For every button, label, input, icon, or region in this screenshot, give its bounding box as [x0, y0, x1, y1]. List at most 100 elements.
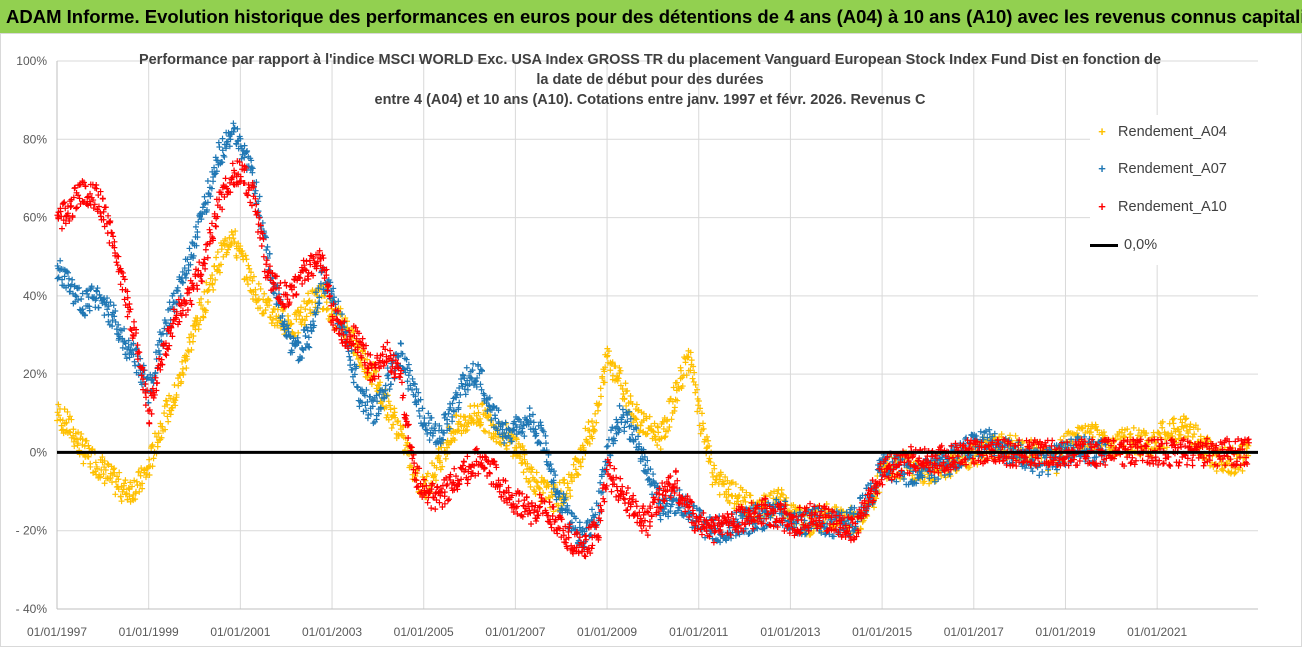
- data-point: [586, 440, 593, 447]
- data-point: [438, 444, 445, 451]
- data-point: [493, 438, 500, 445]
- data-point: [136, 488, 143, 495]
- data-point: [600, 495, 607, 502]
- data-point: [353, 363, 360, 370]
- data-point: [739, 486, 746, 493]
- data-point: [269, 316, 276, 323]
- data-point: [678, 367, 685, 374]
- data-point: [191, 322, 198, 329]
- data-point: [717, 471, 724, 478]
- data-point: [624, 484, 631, 491]
- data-point: [310, 318, 317, 325]
- data-point: [174, 321, 181, 328]
- data-point: [437, 466, 444, 473]
- data-point: [180, 371, 187, 378]
- data-point: [260, 310, 267, 317]
- x-tick-label: 01/01/2011: [669, 625, 728, 639]
- data-point: [207, 193, 214, 200]
- data-point: [364, 398, 371, 405]
- data-point: [213, 223, 220, 230]
- x-tick-label: 01/01/2015: [852, 625, 912, 639]
- data-point: [1187, 421, 1194, 428]
- data-point: [95, 304, 102, 311]
- data-point: [1197, 433, 1204, 440]
- data-point: [74, 285, 81, 292]
- data-point: [536, 485, 543, 492]
- data-point: [679, 383, 686, 390]
- data-point: [342, 314, 349, 321]
- data-point: [1045, 471, 1052, 478]
- data-point: [261, 290, 268, 297]
- data-point: [637, 422, 644, 429]
- data-point: [527, 483, 534, 490]
- x-tick-label: 01/01/2017: [944, 625, 1004, 639]
- data-point: [93, 295, 100, 302]
- data-point: [303, 313, 310, 320]
- series-rendement-a04: [54, 228, 1252, 538]
- data-point: [1203, 455, 1210, 462]
- data-point: [202, 307, 209, 314]
- data-point: [147, 371, 154, 378]
- data-point: [870, 504, 877, 511]
- data-point: [602, 364, 609, 371]
- data-point: [143, 394, 150, 401]
- data-point: [197, 317, 204, 324]
- data-point: [78, 295, 85, 302]
- data-point: [263, 246, 270, 253]
- data-point: [476, 422, 483, 429]
- data-point: [349, 366, 356, 373]
- data-point: [93, 182, 100, 189]
- data-point: [643, 415, 650, 422]
- data-point: [616, 402, 623, 409]
- data-point: [646, 413, 653, 420]
- data-point: [73, 204, 80, 211]
- data-point: [362, 402, 369, 409]
- data-point: [1194, 426, 1201, 433]
- data-point: [297, 304, 304, 311]
- data-point: [611, 465, 618, 472]
- data-point: [617, 367, 624, 374]
- data-point: [112, 308, 119, 315]
- data-point: [241, 154, 248, 161]
- data-point: [652, 433, 659, 440]
- data-point: [391, 409, 398, 416]
- data-point: [690, 363, 697, 370]
- data-point: [559, 500, 566, 507]
- data-point: [1191, 431, 1198, 438]
- data-point: [571, 474, 578, 481]
- data-point: [110, 302, 117, 309]
- data-point: [129, 483, 136, 490]
- data-point: [244, 276, 251, 283]
- data-point: [597, 385, 604, 392]
- x-tick-label: 01/01/2013: [760, 625, 820, 639]
- data-point: [161, 410, 168, 417]
- data-point: [703, 433, 710, 440]
- data-point: [189, 338, 196, 345]
- data-point: [189, 239, 196, 246]
- data-point: [119, 335, 126, 342]
- data-point: [173, 391, 180, 398]
- data-point: [279, 307, 286, 314]
- data-point: [256, 193, 263, 200]
- data-point: [685, 353, 692, 360]
- data-point: [589, 506, 596, 513]
- data-point: [643, 431, 650, 438]
- data-point: [705, 437, 712, 444]
- data-point: [186, 334, 193, 341]
- data-point: [78, 430, 85, 437]
- data-point: [214, 266, 221, 273]
- data-point: [122, 340, 129, 347]
- data-point: [617, 475, 624, 482]
- data-point: [195, 321, 202, 328]
- data-point: [121, 480, 128, 487]
- data-point: [630, 419, 637, 426]
- data-point: [222, 236, 229, 243]
- data-point: [1189, 433, 1196, 440]
- data-point: [129, 347, 136, 354]
- data-point: [405, 372, 412, 379]
- x-tick-label: 01/01/2005: [394, 625, 454, 639]
- data-point: [269, 309, 276, 316]
- data-point: [233, 141, 240, 148]
- data-point: [580, 444, 587, 451]
- data-point: [445, 410, 452, 417]
